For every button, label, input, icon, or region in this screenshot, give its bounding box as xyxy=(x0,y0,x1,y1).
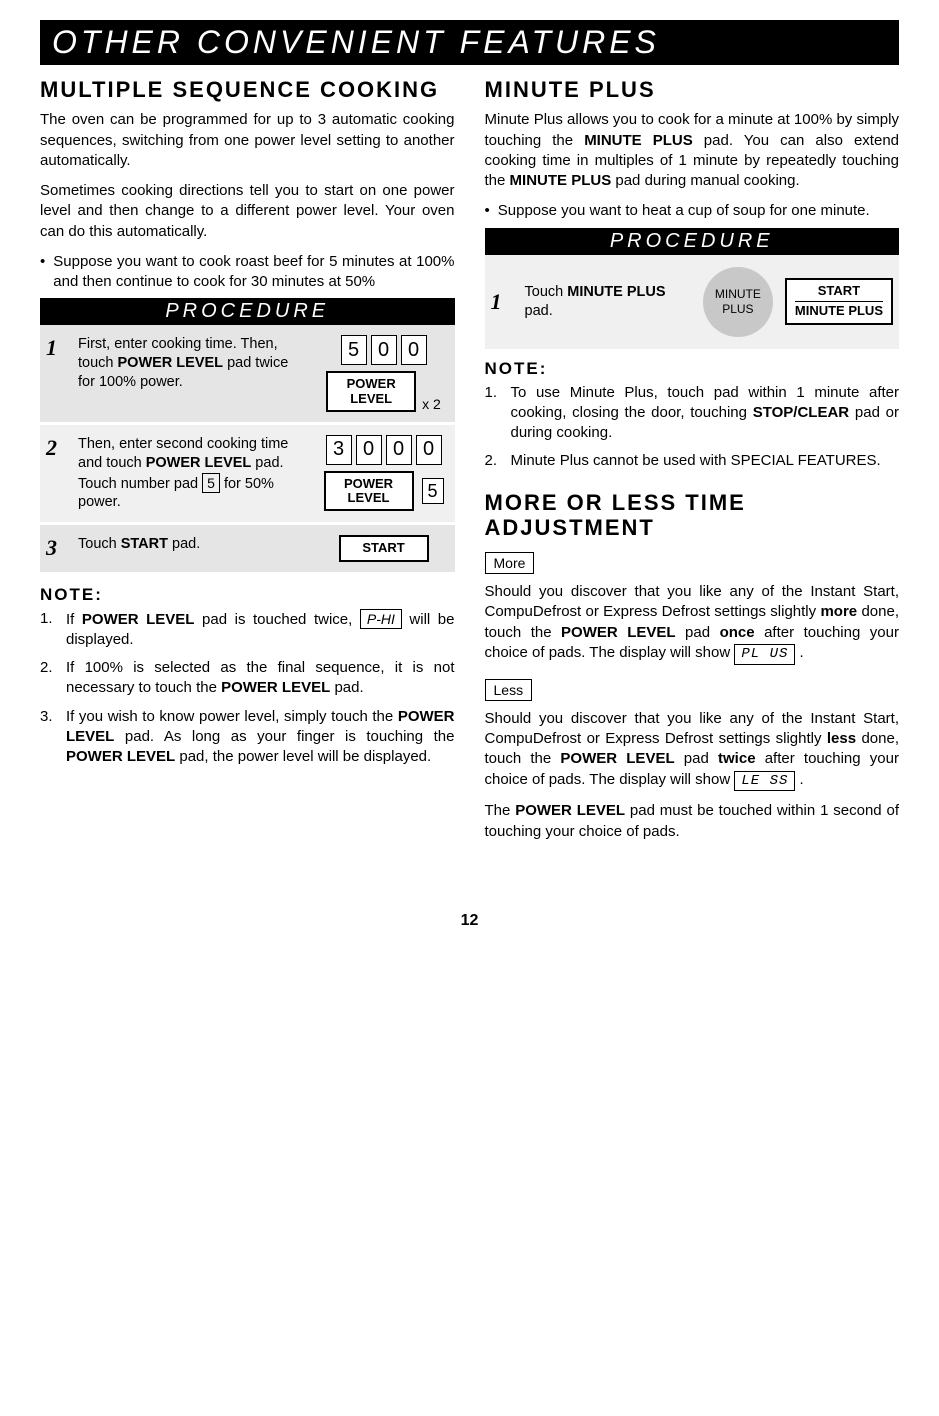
section-heading-minute-plus: MINUTE PLUS xyxy=(485,77,900,102)
start-line2: MINUTE PLUS xyxy=(795,301,883,319)
note-2: 2. If 100% is selected as the final sequ… xyxy=(40,658,455,699)
digit-0[interactable]: 0 xyxy=(386,435,412,465)
example-bullet: • Suppose you want to cook roast beef fo… xyxy=(40,252,455,293)
digit-row-500: 5 0 0 xyxy=(341,335,427,365)
note-2-text: If 100% is selected as the final sequenc… xyxy=(66,658,455,699)
start-line1: START xyxy=(795,284,883,299)
final-note: The POWER LEVEL pad must be touched with… xyxy=(485,801,900,842)
note-1: 1. If POWER LEVEL pad is touched twice, … xyxy=(40,609,455,651)
minute-plus-pad-line1: MINUTE xyxy=(715,287,761,301)
digit-3[interactable]: 3 xyxy=(326,435,352,465)
power-level-button[interactable]: POWER LEVEL xyxy=(324,471,414,512)
procedure-step-3: 3 Touch START pad. START xyxy=(40,525,455,574)
more-label-box: More xyxy=(485,552,535,574)
section-heading-multiple-sequence: MULTIPLE SEQUENCE COOKING xyxy=(40,77,455,102)
mp-note-1-text: To use Minute Plus, touch pad within 1 m… xyxy=(511,383,900,444)
power-level-button[interactable]: POWER LEVEL xyxy=(326,371,416,412)
procedure-header: PROCEDURE xyxy=(485,228,900,255)
start-button[interactable]: START xyxy=(339,535,429,561)
mp-note-2-text: Minute Plus cannot be used with SPECIAL … xyxy=(511,451,881,471)
page-number: 12 xyxy=(40,912,899,930)
mp-note-1: 1. To use Minute Plus, touch pad within … xyxy=(485,383,900,444)
x2-label: x 2 xyxy=(422,396,441,412)
minute-plus-step-text: Touch MINUTE PLUS pad. xyxy=(525,283,691,321)
step-1-text: First, enter cooking time. Then, touch P… xyxy=(78,335,309,392)
digit-5[interactable]: 5 xyxy=(422,478,444,504)
minute-plus-intro: Minute Plus allows you to cook for a min… xyxy=(485,110,900,191)
step-3-controls: START xyxy=(319,535,449,561)
step-number: 1 xyxy=(491,289,513,315)
bullet-icon: • xyxy=(485,201,490,221)
note-heading: NOTE: xyxy=(40,585,455,605)
section-heading-more-less: MORE OR LESS TIME ADJUSTMENT xyxy=(485,490,900,541)
bullet-icon: • xyxy=(40,252,45,293)
step-number: 3 xyxy=(46,535,68,561)
two-column-layout: MULTIPLE SEQUENCE COOKING The oven can b… xyxy=(40,77,899,852)
note-number: 1. xyxy=(40,609,58,651)
mp-note-2: 2. Minute Plus cannot be used with SPECI… xyxy=(485,451,900,471)
display-plus: PL US xyxy=(734,644,795,665)
display-phi: P-HI xyxy=(360,609,402,630)
bullet-text: Suppose you want to heat a cup of soup f… xyxy=(498,201,870,221)
bullet-text: Suppose you want to cook roast beef for … xyxy=(53,252,454,293)
note-number: 3. xyxy=(40,707,58,768)
step-2-controls: 3 0 0 0 POWER LEVEL 5 xyxy=(319,435,449,512)
step-1-controls: 5 0 0 POWER LEVEL x 2 xyxy=(319,335,449,412)
note-3: 3. If you wish to know power level, simp… xyxy=(40,707,455,768)
digit-0[interactable]: 0 xyxy=(371,335,397,365)
less-label-box: Less xyxy=(485,679,533,701)
right-column: MINUTE PLUS Minute Plus allows you to co… xyxy=(485,77,900,852)
power-level-and-5: POWER LEVEL 5 xyxy=(324,471,444,512)
digit-row-3000: 3 0 0 0 xyxy=(326,435,442,465)
step-number: 1 xyxy=(46,335,68,361)
inline-digit-5: 5 xyxy=(202,473,220,493)
digit-5[interactable]: 5 xyxy=(341,335,367,365)
display-less: LE SS xyxy=(734,771,795,792)
power-level-x2: POWER LEVEL x 2 xyxy=(326,371,441,412)
procedure-header: PROCEDURE xyxy=(40,298,455,325)
note-3-text: If you wish to know power level, simply … xyxy=(66,707,455,768)
note-heading: NOTE: xyxy=(485,359,900,379)
intro-para-2: Sometimes cooking directions tell you to… xyxy=(40,181,455,242)
procedure-step-2: 2 Then, enter second cooking time and to… xyxy=(40,425,455,525)
step-3-text: Touch START pad. xyxy=(78,535,309,554)
less-text: Should you discover that you like any of… xyxy=(485,709,900,792)
minute-plus-bullet: • Suppose you want to heat a cup of soup… xyxy=(485,201,900,221)
note-number: 2. xyxy=(40,658,58,699)
minute-plus-step: 1 Touch MINUTE PLUS pad. MINUTE PLUS STA… xyxy=(485,255,900,349)
digit-0[interactable]: 0 xyxy=(401,335,427,365)
note-number: 2. xyxy=(485,451,503,471)
note-1-text: If POWER LEVEL pad is touched twice, P-H… xyxy=(66,609,455,651)
page: OTHER CONVENIENT FEATURES MULTIPLE SEQUE… xyxy=(0,0,939,950)
digit-0[interactable]: 0 xyxy=(356,435,382,465)
step-number: 2 xyxy=(46,435,68,461)
step-2-text: Then, enter second cooking time and touc… xyxy=(78,435,309,512)
start-minute-plus-button[interactable]: START MINUTE PLUS xyxy=(785,278,893,325)
left-column: MULTIPLE SEQUENCE COOKING The oven can b… xyxy=(40,77,455,852)
title-bar: OTHER CONVENIENT FEATURES xyxy=(40,20,899,65)
more-text: Should you discover that you like any of… xyxy=(485,582,900,665)
minute-plus-pad-line2: PLUS xyxy=(722,302,753,316)
intro-para-1: The oven can be programmed for up to 3 a… xyxy=(40,110,455,171)
procedure-step-1: 1 First, enter cooking time. Then, touch… xyxy=(40,325,455,425)
minute-plus-pad[interactable]: MINUTE PLUS xyxy=(703,267,773,337)
note-number: 1. xyxy=(485,383,503,444)
digit-0[interactable]: 0 xyxy=(416,435,442,465)
